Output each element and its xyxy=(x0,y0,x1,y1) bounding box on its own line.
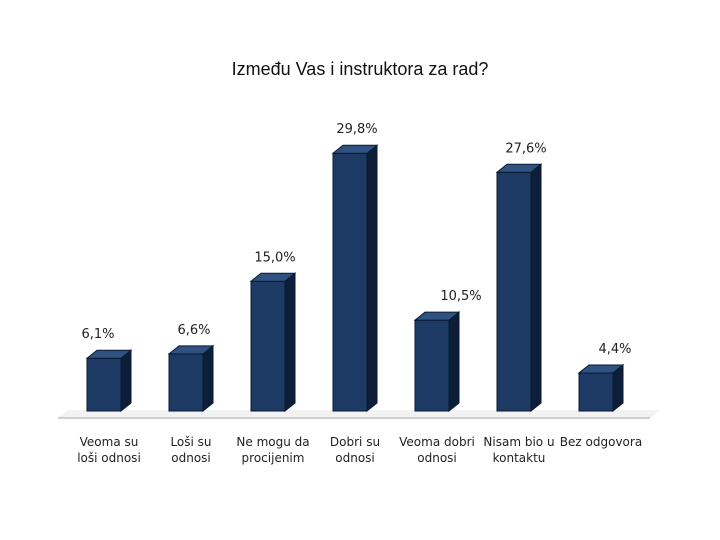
bar xyxy=(577,363,625,413)
bar-side xyxy=(284,272,296,413)
bar-front xyxy=(250,280,286,412)
category-labels: Veoma su loši odnosi Loši su odnosi Ne mogu … xyxy=(77,435,642,465)
bar-top xyxy=(577,364,625,374)
value-label: 15,0% xyxy=(254,250,295,265)
value-label: 4,4% xyxy=(598,342,631,357)
bar-front xyxy=(168,353,204,412)
bar xyxy=(249,272,297,413)
category-label: Dobri su odnosi xyxy=(330,435,380,465)
bar-front xyxy=(86,357,122,412)
bar-top xyxy=(85,349,133,359)
bar-front xyxy=(578,372,614,412)
category-label: Bez odgovora xyxy=(560,435,642,449)
bar-top xyxy=(331,144,379,154)
bar-top xyxy=(413,311,461,321)
category-label: Loši su odnosi xyxy=(170,435,211,465)
bar-top xyxy=(249,272,297,282)
value-labels: 6,1% 6,6% 15,0% 29,8% 10,5% 27,6% 4,4% xyxy=(81,122,631,357)
bar-top xyxy=(167,345,215,355)
bar-series xyxy=(85,144,625,413)
value-label: 6,1% xyxy=(81,327,114,342)
chart-title: Između Vas i instruktora za rad? xyxy=(232,59,489,79)
bar-front xyxy=(332,152,368,412)
bar-side xyxy=(120,349,132,413)
bar-front xyxy=(414,319,450,412)
category-label: Veoma dobri odnosi xyxy=(399,435,475,465)
category-label: Veoma su loši odnosi xyxy=(77,435,141,465)
bar xyxy=(495,163,543,413)
bar-side xyxy=(202,344,214,413)
bar-side xyxy=(366,144,378,413)
category-label: Ne mogu da procijenim xyxy=(236,435,309,465)
bar xyxy=(331,144,379,413)
chart-floor xyxy=(58,410,660,419)
bar-side xyxy=(530,163,542,413)
category-label: Nisam bio u kontaktu xyxy=(483,435,554,465)
bar-side xyxy=(448,311,460,413)
bar-front xyxy=(496,171,532,412)
bar xyxy=(85,349,133,413)
value-label: 10,5% xyxy=(440,289,481,304)
value-label: 29,8% xyxy=(336,122,377,137)
bar-top xyxy=(495,163,543,173)
chart-floor-plane xyxy=(58,410,660,418)
bar xyxy=(167,344,215,413)
value-label: 27,6% xyxy=(505,141,546,156)
bar xyxy=(413,311,461,413)
value-label: 6,6% xyxy=(177,323,210,338)
